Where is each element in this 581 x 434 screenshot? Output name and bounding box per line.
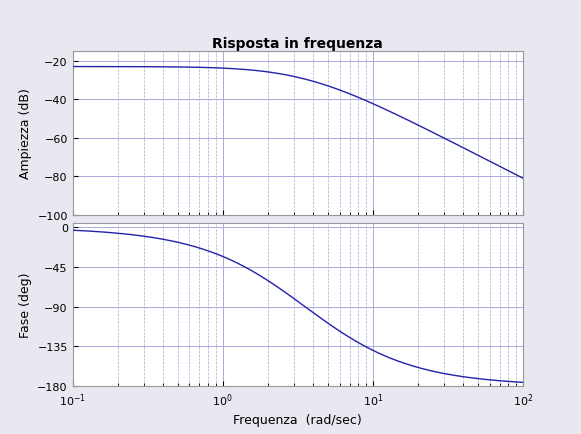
X-axis label: Frequenza  (rad/sec): Frequenza (rad/sec): [234, 413, 362, 426]
Title: Risposta in frequenza: Risposta in frequenza: [213, 37, 383, 51]
Y-axis label: Ampiezza (dB): Ampiezza (dB): [19, 88, 32, 179]
Y-axis label: Fase (deg): Fase (deg): [19, 272, 32, 337]
